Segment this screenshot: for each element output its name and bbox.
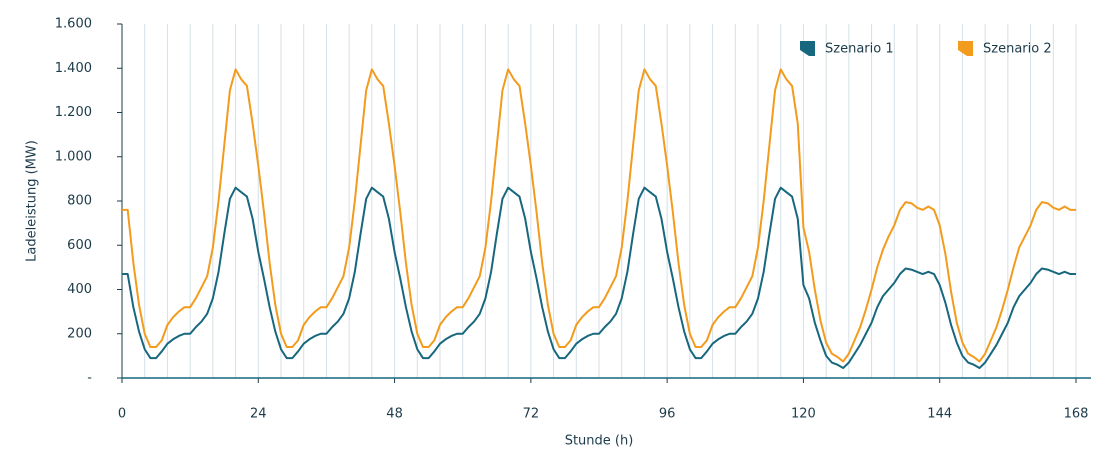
y-tick-label: 600 [67,238,92,253]
y-tick-label: 400 [67,282,92,297]
x-tick-label: 72 [523,407,540,422]
series-line [122,186,1076,370]
y-axis-label: Ladeleistung (MW) [25,140,40,262]
x-tick-label: 0 [118,407,126,422]
x-tick-label: 24 [250,407,267,422]
y-tick-label: 1.000 [55,149,92,164]
x-tick-label: 48 [386,407,403,422]
x-tick-label: 144 [927,407,952,422]
x-axis-label: Stunde (h) [565,434,634,449]
y-tick-label: 800 [67,194,92,209]
y-tick-label: 200 [67,326,92,341]
legend-swatch [800,41,815,56]
x-tick-label: 96 [659,407,676,422]
x-tick-label: 120 [791,407,816,422]
legend-label: Szenario 2 [983,42,1052,57]
y-tick-label: 1.600 [55,17,92,32]
legend-label: Szenario 1 [825,42,894,57]
x-tick-label: 168 [1064,407,1089,422]
y-tick-label: - [87,371,92,386]
y-tick-label: 1.200 [55,105,92,120]
series-line [122,68,1076,363]
y-tick-label: 1.400 [55,61,92,76]
legend-swatch [958,41,973,56]
